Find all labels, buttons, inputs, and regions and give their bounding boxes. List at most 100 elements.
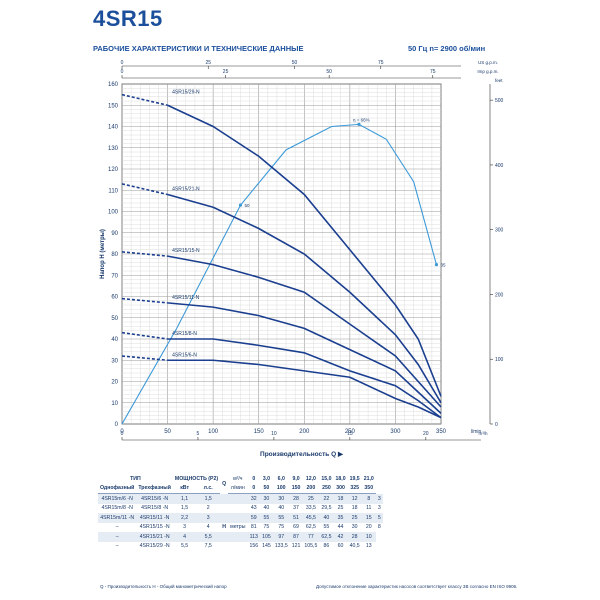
y-tick-label: 80: [111, 252, 118, 258]
y-tick-label: 50: [111, 316, 118, 322]
series-label: 4SR15/15-N: [172, 248, 200, 254]
h-units-empty: [228, 493, 248, 504]
efficiency-peak-label: η = 66%: [353, 117, 370, 122]
power-hp: 3: [196, 513, 221, 523]
header-type: ТИП: [130, 475, 141, 482]
x-tick-label: 150: [254, 429, 265, 435]
us-gpm-unit-label: US g.p.m.: [478, 60, 498, 65]
head-curve-dashed: [121, 297, 168, 304]
imp-gpm-tick-label: 50: [326, 69, 332, 75]
x-tick-label: 200: [299, 429, 310, 435]
head-cell: 18: [333, 493, 348, 504]
us-gpm-tick-label: 0: [121, 60, 124, 66]
flow-lmin-cell: 350: [361, 483, 376, 494]
feet-tick-label: 300: [495, 228, 504, 234]
q-units-m3h: м³/ч: [233, 475, 243, 482]
head-cell: 12: [347, 493, 362, 504]
head-cell: 156: [249, 543, 259, 550]
y-tick-label: 90: [111, 231, 118, 237]
series-label: 4SR15/11-N: [172, 295, 200, 301]
x-tick-label: 50: [164, 429, 171, 435]
head-cell: 145: [262, 543, 271, 550]
head-cell: 5: [375, 513, 383, 523]
head-cell: 10: [361, 532, 376, 542]
chart-labels: 0102030405060708090100110120130140150160…: [100, 60, 504, 458]
efficiency-curve: [121, 123, 437, 425]
y-tick-label: 40: [111, 337, 118, 343]
head-cell: 113: [247, 532, 261, 542]
head-curve-dashed: [121, 355, 168, 362]
head-cell: 22: [319, 493, 334, 504]
series-label: 4SR15/6-N: [172, 352, 197, 358]
y-axis-title: Напор H (метры): [100, 229, 106, 279]
head-curve: [167, 359, 442, 419]
model-single: 4SR15m/6 -N: [98, 493, 137, 504]
x-unit-label: l/min: [471, 429, 482, 435]
head-cell: 43: [250, 505, 257, 512]
h-units: метры: [230, 524, 246, 531]
m3h-tick-label: 5: [197, 431, 200, 437]
x-axis-title: Производительность Q ▶: [260, 451, 344, 458]
m3h-tick-label: 10: [271, 431, 277, 437]
flow-m3h-cell: 9,0: [292, 475, 300, 482]
feet-tick-label: 500: [495, 98, 504, 104]
head-cell: 77: [302, 532, 320, 542]
head-cell: 28: [289, 493, 303, 504]
head-cell: 40: [319, 513, 334, 523]
model-single: 4SR15m/8 -N: [101, 505, 133, 512]
efficiency-50-label: 50: [244, 203, 250, 208]
m3h-tick-label: 15: [347, 431, 353, 437]
head-cell: 97: [272, 532, 290, 542]
x-tick-label: 0: [120, 429, 124, 435]
feet-unit-label: feet: [495, 78, 503, 83]
y-tick-label: 70: [111, 273, 118, 279]
footnote-right: Допустимое отклонение характеристик насо…: [316, 584, 518, 589]
y-tick-label: 140: [108, 125, 119, 131]
header-hp: л.с.: [196, 483, 221, 494]
feet-tick-label: 100: [495, 357, 504, 363]
pump-performance-chart: 0102030405060708090100110120130140150160…: [100, 60, 504, 458]
model-single: –: [115, 543, 119, 550]
h-label-empty: [220, 504, 228, 514]
power-hp: 2: [206, 505, 210, 512]
head-curve: [167, 338, 442, 419]
head-cell: 40,5: [349, 543, 360, 550]
y-tick-label: 150: [108, 103, 119, 109]
m3h-tick-label: 0: [121, 431, 124, 437]
head-cell: 62,5: [319, 532, 334, 542]
flow-m3h-cell: 3,0: [262, 475, 271, 482]
m3h-tick-label: 20: [423, 431, 429, 437]
head-cell: 62,5: [305, 524, 316, 531]
table-row: 4SR15m/11 -N 4SR15/11 -N 2,2 3 59 55 55 51 45,5 4…: [98, 513, 383, 523]
h-label-empty: [220, 542, 228, 552]
head-cell: 75: [278, 524, 285, 531]
flow-m3h-cell: 6,0: [277, 475, 285, 482]
h-units-empty: [228, 513, 248, 523]
table-row: 4SR15m/8 -N 4SR15/8 -N 1,5 2 43 40 40 37 33,5 29,…: [98, 504, 383, 514]
head-cell: 105: [260, 532, 273, 542]
head-cell: 33,5: [305, 505, 316, 512]
head-cell: 55: [272, 513, 290, 523]
head-cell: 81: [250, 524, 257, 531]
head-cell: 59: [247, 513, 261, 523]
head-cell: 25: [337, 505, 344, 512]
series-label: 4SR15/21-N: [172, 187, 200, 193]
head-cell: 105,5: [304, 543, 318, 550]
head-cell: 8: [361, 493, 376, 504]
y-tick-label: 120: [108, 167, 119, 173]
flow-m3h-cell: 18,0: [335, 475, 346, 482]
head-cell: 51: [289, 513, 303, 523]
model-single: 4SR15m/11 -N: [98, 513, 137, 523]
flow-m3h-cell: 15,0: [321, 475, 332, 482]
head-cell: 133,5: [274, 543, 288, 550]
power-hp: 4: [206, 524, 210, 531]
head-cell: 121: [291, 543, 301, 550]
header-single: Однофазный: [98, 483, 137, 494]
header-kw: кВт: [172, 483, 197, 494]
frequency-label: 50 Гц n= 2900 об/мин: [408, 44, 486, 53]
flow-lmin-cell: 200: [302, 483, 320, 494]
h-units-empty: [228, 532, 248, 542]
table-row: 4SR15m/6 -N 4SR15/6 -N 1,1 1,5 32 30 30 28 25 22 1…: [98, 493, 383, 504]
